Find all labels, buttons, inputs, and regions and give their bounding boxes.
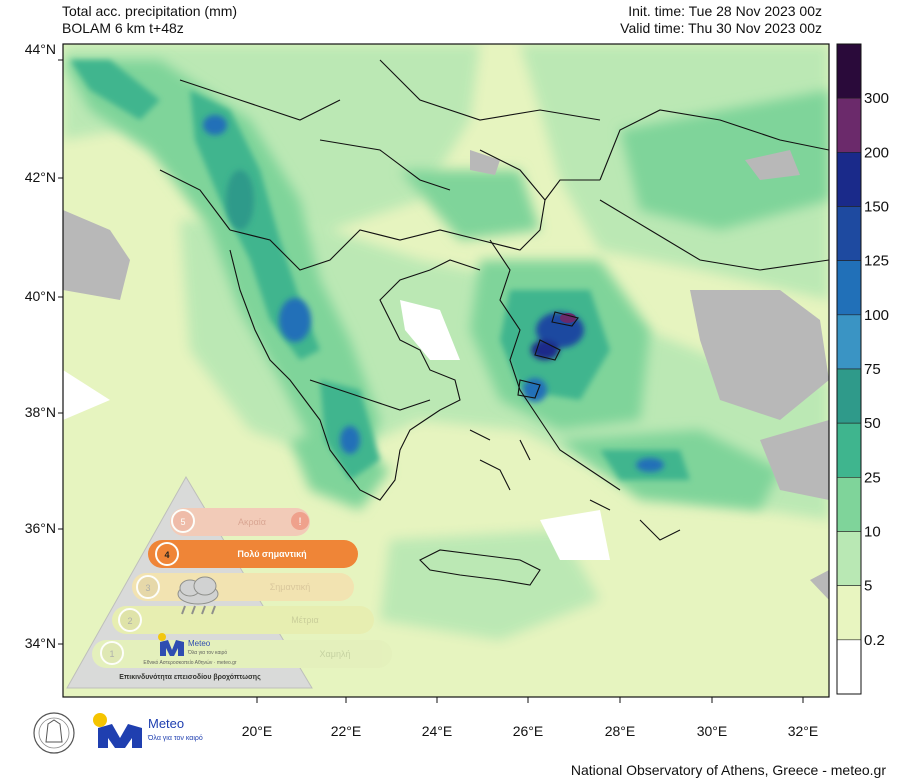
- level-num: 2: [127, 616, 132, 626]
- lon-label: 28°E: [605, 723, 636, 739]
- longitude-axis: 20°E 22°E 24°E 26°E 28°E 30°E 32°E: [242, 697, 819, 739]
- colorbar-swatch: [836, 260, 862, 316]
- colorbar-swatch: [836, 97, 862, 153]
- valid-time: Valid time: Thu 30 Nov 2023 00z: [620, 20, 822, 36]
- meteo-logo: Meteo Όλα για τον καιρό: [93, 713, 203, 748]
- lat-label: 40°N: [25, 288, 56, 304]
- rain-cloud-icon: [177, 576, 219, 615]
- colorbar-swatch: [836, 152, 862, 207]
- level-circle-3: [136, 575, 160, 599]
- lon-label: 26°E: [513, 723, 544, 739]
- colorbar-swatch: [836, 531, 862, 586]
- meteo-logo-small: Meteo Όλα για τον καιρό Εθνικό Αστεροσκο…: [143, 633, 237, 666]
- level-label: Ακραία: [238, 517, 266, 527]
- colorbar-swatch: [836, 206, 862, 261]
- colorbar-swatch: [836, 314, 862, 370]
- colorbar-label: 300: [864, 90, 889, 107]
- latitude-axis: 44°N 42°N 40°N 38°N 36°N 34°N: [25, 41, 63, 651]
- lon-label: 32°E: [788, 723, 819, 739]
- level-label: Μέτρια: [291, 615, 318, 625]
- colorbar-label: 150: [864, 199, 889, 216]
- colorbar-label: 50: [864, 415, 881, 432]
- map-field: [63, 44, 829, 697]
- colorbar-label: 5: [864, 578, 872, 595]
- level-label: Πολύ σημαντική: [237, 549, 306, 559]
- level-band-2: [112, 606, 374, 634]
- level-label: Σημαντική: [270, 582, 311, 592]
- brand-tagline: Όλα για τον καιρό: [187, 649, 227, 656]
- colorbar-label: 75: [864, 361, 881, 378]
- level-circle-4: [155, 542, 179, 566]
- lat-label: 38°N: [25, 404, 56, 420]
- lat-label: 36°N: [25, 520, 56, 536]
- level-band-5: [170, 508, 310, 536]
- lat-label: 34°N: [25, 635, 56, 651]
- warning-scale: 5 4 3 2 1 Ακραία ! Πολύ σημαντική Σημαντ…: [66, 476, 392, 689]
- level-num: 1: [109, 649, 114, 659]
- colorbar-label: 0.2: [864, 632, 885, 649]
- colorbar-swatch: [836, 422, 862, 478]
- level-label: Χαμηλή: [320, 649, 351, 659]
- meteo-brand: Meteo: [148, 716, 184, 731]
- brand-line: Εθνικό Αστεροσκοπείο Αθηνών · meteo.gr: [143, 659, 237, 666]
- level-circle-2: [118, 608, 142, 632]
- colorbar-swatch: [836, 43, 862, 99]
- lon-label: 22°E: [331, 723, 362, 739]
- map-title: Total acc. precipitation (mm): [62, 3, 238, 19]
- level-circle-5: [171, 509, 195, 533]
- colorbar-swatch: [836, 477, 862, 532]
- init-time: Init. time: Tue 28 Nov 2023 00z: [628, 3, 822, 19]
- level-circle-1: [100, 641, 124, 665]
- colorbar-label: 200: [864, 144, 889, 161]
- lon-label: 30°E: [697, 723, 728, 739]
- level-band-3: [132, 573, 354, 601]
- observatory-seal: [33, 712, 75, 754]
- colorbar: 300 200 150 125 100 75 50 25 10 5 0.2: [836, 43, 889, 695]
- brand-label: Meteo: [188, 639, 211, 648]
- colorbar-label: 125: [864, 253, 889, 270]
- lat-label: 44°N: [25, 41, 56, 57]
- map-frame: [62, 43, 830, 698]
- meteo-tagline: Όλα για τον καιρό: [147, 734, 203, 742]
- colorbar-swatch: [836, 368, 862, 424]
- lon-label: 20°E: [242, 723, 273, 739]
- colorbar-label: 100: [864, 307, 889, 324]
- warning-caption: Επικινδυνότητα επεισοδίου βροχόπτωσης: [119, 674, 261, 681]
- colorbar-swatch: [836, 585, 862, 641]
- model-label: BOLAM 6 km t+48z: [62, 20, 184, 36]
- level-num: 5: [180, 517, 185, 527]
- level-num: 3: [145, 583, 150, 593]
- lat-label: 42°N: [25, 169, 56, 185]
- alert-icon: [291, 512, 309, 530]
- lon-label: 24°E: [422, 723, 453, 739]
- colorbar-label: 25: [864, 469, 881, 486]
- colorbar-label: 10: [864, 524, 881, 541]
- colorbar-frame: [836, 43, 862, 695]
- alert-icon-glyph: !: [298, 516, 301, 528]
- footer-credit: National Observatory of Athens, Greece -…: [570, 762, 886, 778]
- colorbar-swatch: [836, 639, 862, 695]
- level-band-4: [148, 540, 358, 568]
- level-num: 4: [164, 550, 169, 560]
